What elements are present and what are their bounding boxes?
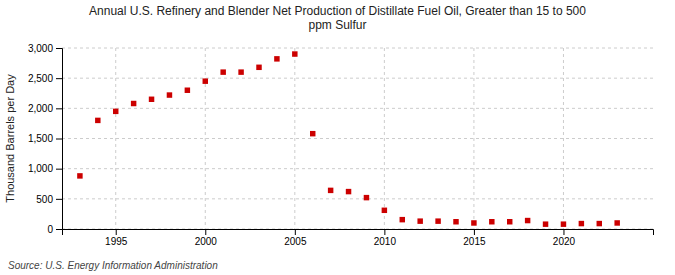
point [292, 51, 297, 56]
tick: 1,500 [28, 133, 62, 144]
tick-mark [56, 108, 62, 109]
tick-label: 1,500 [28, 133, 53, 144]
point [167, 92, 172, 97]
y-axis: 0 500 1,000 1,500 2,000 2,500 3,000 [28, 43, 63, 235]
tick: 0 [47, 224, 62, 235]
grid-line [62, 138, 653, 139]
grid-line [563, 48, 564, 229]
point [489, 219, 494, 224]
grid-line [205, 48, 206, 229]
grid-line [62, 198, 653, 199]
tick-mark [56, 78, 62, 79]
point [453, 219, 458, 224]
tick-mark [474, 229, 475, 235]
tick: 2005 [284, 229, 307, 247]
tick-mark [295, 229, 296, 235]
tick-mark [116, 229, 117, 235]
point [417, 218, 422, 223]
grid-line [473, 48, 474, 229]
point [256, 65, 261, 70]
grid-line [62, 108, 653, 109]
tick-label: 2,500 [28, 73, 53, 84]
point [597, 221, 602, 226]
point [471, 220, 476, 225]
tick-label: 1995 [105, 236, 128, 247]
point [400, 217, 405, 222]
tick-mark [384, 229, 385, 235]
tick: 2000 [195, 229, 218, 247]
point [203, 78, 208, 83]
point [525, 218, 530, 223]
point [220, 69, 225, 74]
points [77, 51, 620, 227]
point [113, 109, 118, 114]
grid-line [62, 78, 653, 79]
tick: 2,500 [28, 73, 62, 84]
point [95, 118, 100, 123]
tick-mark [56, 48, 62, 49]
tick-label: 2015 [463, 236, 486, 247]
title-line: Annual U.S. Refinery and Blender Net Pro… [89, 4, 586, 18]
tick: 1,000 [28, 163, 62, 174]
point [238, 69, 243, 74]
tick: 3,000 [28, 43, 62, 54]
tick-label: 0 [47, 224, 53, 235]
title: Annual U.S. Refinery and Blender Net Pro… [89, 4, 586, 32]
tick-label: 2,000 [28, 103, 53, 114]
tick: 2015 [463, 229, 486, 247]
plot: 1995 2000 2005 2010 2015 2020 0 500 1,000 1,500 2,… [28, 43, 654, 247]
point [149, 97, 154, 102]
tick-label: 3,000 [28, 43, 53, 54]
tick-label: 2010 [374, 236, 397, 247]
point [185, 87, 190, 92]
grid-line [62, 168, 653, 169]
point [614, 220, 619, 225]
point [77, 173, 82, 178]
tick-label: 2020 [553, 236, 576, 247]
point [131, 101, 136, 106]
point [382, 208, 387, 213]
point [507, 219, 512, 224]
tick-mark [56, 139, 62, 140]
point [346, 189, 351, 194]
title-line: ppm Sulfur [308, 18, 366, 32]
tick-mark [56, 229, 62, 230]
point [561, 221, 566, 226]
tick: 500 [36, 194, 62, 205]
tick: 2020 [553, 229, 576, 247]
tick-label: 2005 [284, 236, 307, 247]
tick-label: 1,000 [28, 163, 53, 174]
point [274, 56, 279, 61]
point [364, 195, 369, 200]
axis-line [63, 230, 654, 236]
tick-mark [205, 229, 206, 235]
axis-line [56, 49, 63, 230]
tick: 2010 [374, 229, 397, 247]
x-axis: 1995 2000 2005 2010 2015 2020 [63, 229, 654, 247]
point [435, 218, 440, 223]
grid-line [384, 48, 385, 229]
grid-line [62, 48, 653, 49]
tick-mark [563, 229, 564, 235]
tick-mark [56, 169, 62, 170]
grid-line [294, 48, 295, 229]
point [328, 188, 333, 193]
grid [62, 48, 653, 229]
tick-label: 2000 [195, 236, 218, 247]
tick: 1995 [105, 229, 128, 247]
point [310, 131, 315, 136]
source: Source: U.S. Energy Information Administ… [8, 260, 218, 271]
point [543, 221, 548, 226]
tick-mark [56, 199, 62, 200]
tick-label: 500 [36, 194, 53, 205]
tick: 2,000 [28, 103, 62, 114]
point [579, 221, 584, 226]
chart: Annual U.S. Refinery and Blender Net Pro… [0, 0, 675, 275]
grid-line [115, 48, 116, 229]
y-axis-title: Thousand Barrels per Day [4, 74, 16, 203]
